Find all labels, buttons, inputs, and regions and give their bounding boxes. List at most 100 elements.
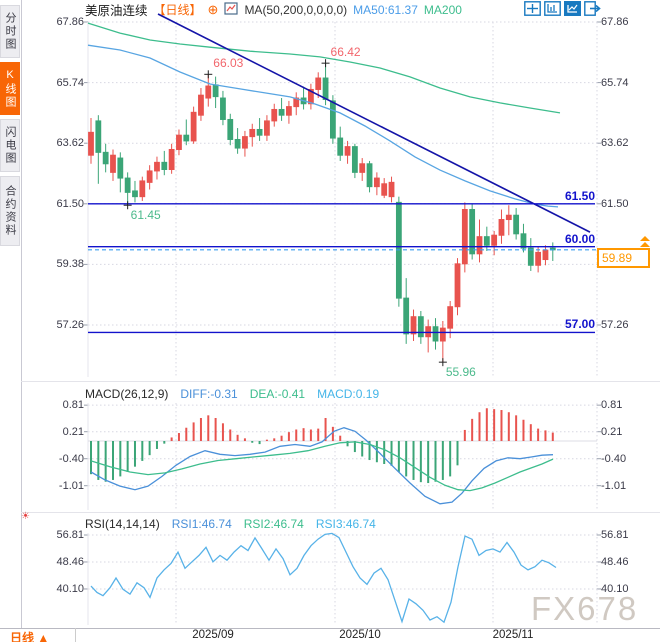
resistance-label: 61.50 bbox=[564, 188, 595, 203]
diff-line bbox=[90, 427, 554, 505]
axis-tick-label: 63.62 bbox=[56, 137, 84, 150]
candle-body bbox=[315, 77, 322, 90]
period-tag: 【日线】 bbox=[153, 3, 202, 17]
kline-chart-tool-icon[interactable] bbox=[564, 1, 581, 16]
candle-body bbox=[102, 151, 109, 165]
candle-body bbox=[469, 209, 476, 255]
ma50-line bbox=[87, 44, 559, 208]
sidebar-divider bbox=[21, 0, 22, 628]
candle-body bbox=[344, 146, 351, 156]
support-label: 57.00 bbox=[564, 317, 595, 332]
last-price-tag: 59.89 bbox=[597, 248, 650, 268]
panel-separator bbox=[21, 381, 660, 382]
axis-tick-label: 57.26 bbox=[56, 318, 84, 331]
add-indicator-icon[interactable]: ⊕ bbox=[207, 1, 219, 17]
rsi-params-label: RSI(14,14,14) bbox=[85, 517, 160, 531]
candle-body bbox=[322, 77, 329, 100]
axis-tick-label: 0.81 bbox=[601, 399, 623, 412]
candle-body bbox=[168, 148, 175, 170]
scroll-latest-icon[interactable] bbox=[640, 236, 650, 248]
panel-separator bbox=[21, 512, 660, 513]
axis-tick-label: -1.01 bbox=[601, 479, 627, 492]
support-label: 60.00 bbox=[564, 231, 595, 246]
chart-toolbar bbox=[524, 1, 601, 16]
chart-header: 美原油连续 【日线】 ⊕ MA(50,200,0,0,0,0) MA50:61.37… bbox=[85, 1, 462, 19]
candle-body bbox=[513, 214, 520, 235]
fx678-watermark: FX678 bbox=[531, 590, 639, 627]
sidebar-tab-time-chart[interactable]: 分时图 bbox=[0, 5, 20, 58]
axis-tick-label: 61.50 bbox=[56, 197, 84, 210]
extreme-markers bbox=[123, 59, 447, 367]
axis-tick-label: 0.21 bbox=[601, 425, 623, 438]
macd-value: MACD:0.19 bbox=[317, 387, 380, 401]
x-axis-label: 2025/09 bbox=[192, 629, 234, 641]
time-axis-bar bbox=[0, 628, 660, 642]
candle-body bbox=[227, 118, 234, 140]
exit-chart-tool-icon[interactable] bbox=[584, 1, 601, 16]
candle-body bbox=[432, 326, 439, 342]
candle-body bbox=[308, 88, 314, 105]
candle-body bbox=[205, 85, 212, 99]
candle-body bbox=[329, 100, 336, 139]
candle-body bbox=[139, 180, 146, 198]
candle-body bbox=[542, 249, 549, 261]
sidebar-tab-lightning-chart[interactable]: 闪电图 bbox=[0, 119, 20, 172]
sidebar-tab-kline-chart[interactable]: K线图 bbox=[0, 62, 20, 115]
sidebar-tab-label: K线图 bbox=[4, 68, 16, 109]
axis-tick-label: 65.74 bbox=[56, 76, 84, 89]
candle-body bbox=[381, 183, 388, 196]
x-axis-label: 2025/10 bbox=[339, 629, 381, 641]
axis-tick-label: 48.46 bbox=[56, 555, 84, 568]
sr-lines bbox=[88, 203, 597, 334]
sidebar-tab-label: 分时图 bbox=[4, 12, 16, 51]
axis-tick-label: 40.10 bbox=[56, 582, 84, 595]
candle-body bbox=[505, 214, 512, 221]
symbol-title: 美原油连续 bbox=[85, 4, 148, 18]
indicator-settings-icon[interactable]: ☀ bbox=[21, 511, 30, 522]
crosshair-tool-icon[interactable] bbox=[524, 1, 541, 16]
candle-body bbox=[242, 136, 248, 149]
sidebar-tab-contract-info[interactable]: 合约资料 bbox=[0, 176, 20, 246]
sidebar-tab-label: 闪电图 bbox=[4, 126, 16, 165]
candle-body bbox=[249, 128, 256, 138]
axis-tick-label: 57.26 bbox=[601, 318, 629, 331]
candle-body bbox=[454, 263, 461, 308]
candle-body bbox=[176, 134, 182, 150]
candle-body bbox=[271, 108, 278, 122]
candle-body bbox=[410, 316, 417, 335]
candle-body bbox=[278, 108, 285, 116]
period-selector[interactable]: 日线 ▲ bbox=[10, 631, 50, 642]
axis-tick-label: -1.01 bbox=[58, 479, 84, 492]
candle-body bbox=[124, 177, 131, 193]
x-axis-label: 2025/11 bbox=[492, 629, 534, 641]
candle-body bbox=[425, 326, 432, 338]
candle-body bbox=[198, 94, 204, 116]
candle-body bbox=[483, 236, 490, 246]
candle-body bbox=[212, 84, 219, 98]
axis-tick-label: 65.74 bbox=[601, 76, 629, 89]
candle-body bbox=[520, 233, 527, 249]
axis-tick-label: 63.62 bbox=[601, 137, 629, 150]
macd-params-label: MACD(26,12,9) bbox=[85, 387, 169, 401]
candle-body bbox=[88, 131, 94, 156]
rsi-line bbox=[90, 532, 557, 624]
axis-tick-label: 59.38 bbox=[56, 258, 84, 271]
candle-body bbox=[161, 161, 168, 170]
candle-body bbox=[359, 163, 366, 173]
candle-body bbox=[549, 247, 556, 251]
candle-body bbox=[286, 106, 292, 116]
high-annotation: 66.42 bbox=[330, 45, 361, 60]
dea-value: DEA:-0.41 bbox=[249, 387, 306, 401]
axis-tick-label: 56.81 bbox=[56, 529, 84, 541]
candle-body bbox=[110, 154, 116, 173]
candle-body bbox=[146, 170, 153, 183]
axis-tick-label: 40.10 bbox=[601, 582, 629, 595]
axis-tick-label: 61.50 bbox=[601, 197, 629, 210]
chart-axes-tool-icon[interactable] bbox=[544, 1, 561, 16]
candle-body bbox=[447, 306, 454, 329]
candle-body bbox=[154, 161, 160, 172]
candle-body bbox=[461, 209, 468, 265]
dea-line bbox=[90, 441, 554, 492]
candle-body bbox=[220, 97, 226, 120]
candle-body bbox=[388, 181, 395, 198]
